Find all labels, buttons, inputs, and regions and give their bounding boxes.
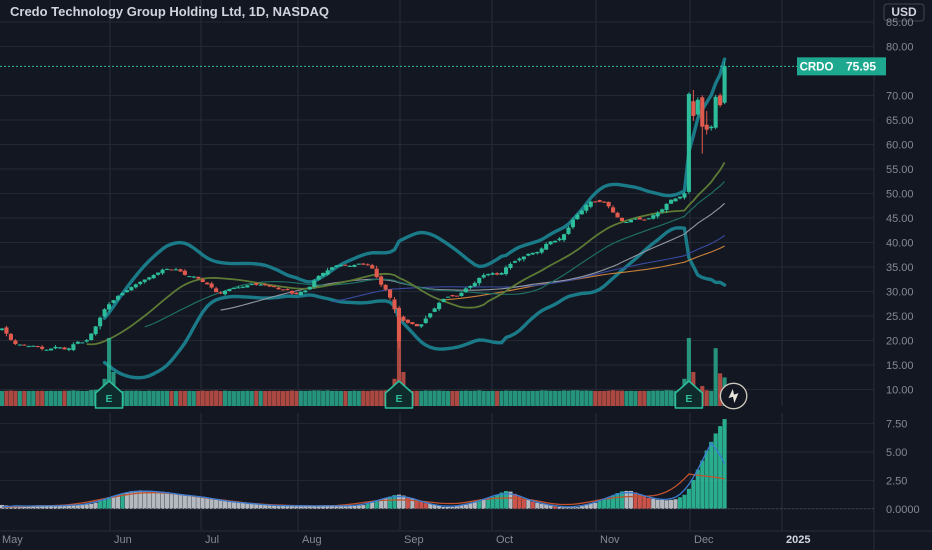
svg-text:20.00: 20.00 xyxy=(886,336,914,348)
svg-text:85.00: 85.00 xyxy=(886,17,914,29)
svg-text:Jun: Jun xyxy=(114,534,132,546)
svg-text:15.00: 15.00 xyxy=(886,360,914,372)
svg-text:80.00: 80.00 xyxy=(886,42,914,54)
svg-text:Credo Technology Group Holding: Credo Technology Group Holding Ltd, 1D, … xyxy=(10,4,329,19)
svg-text:May: May xyxy=(2,534,23,546)
svg-text:25.00: 25.00 xyxy=(886,311,914,323)
svg-text:30.00: 30.00 xyxy=(886,287,914,299)
svg-text:50.00: 50.00 xyxy=(886,189,914,201)
svg-text:10.00: 10.00 xyxy=(886,385,914,397)
svg-text:Dec: Dec xyxy=(694,534,714,546)
svg-text:45.00: 45.00 xyxy=(886,213,914,225)
svg-text:Nov: Nov xyxy=(600,534,620,546)
svg-text:5.00: 5.00 xyxy=(886,447,907,459)
svg-text:Sep: Sep xyxy=(404,534,424,546)
svg-text:75.95: 75.95 xyxy=(846,59,876,73)
svg-text:7.50: 7.50 xyxy=(886,419,907,431)
svg-text:70.00: 70.00 xyxy=(886,91,914,103)
svg-text:2.50: 2.50 xyxy=(886,475,907,487)
svg-text:E: E xyxy=(395,393,402,405)
svg-text:35.00: 35.00 xyxy=(886,262,914,274)
svg-text:2025: 2025 xyxy=(786,534,810,546)
svg-text:55.00: 55.00 xyxy=(886,164,914,176)
svg-text:65.00: 65.00 xyxy=(886,115,914,127)
svg-text:60.00: 60.00 xyxy=(886,140,914,152)
svg-text:Jul: Jul xyxy=(205,534,219,546)
svg-text:E: E xyxy=(685,393,692,405)
svg-text:40.00: 40.00 xyxy=(886,238,914,250)
svg-text:Aug: Aug xyxy=(302,534,322,546)
svg-text:0.0000: 0.0000 xyxy=(886,504,920,516)
svg-text:Oct: Oct xyxy=(496,534,513,546)
svg-text:E: E xyxy=(106,393,113,405)
svg-text:CRDO: CRDO xyxy=(800,61,834,73)
